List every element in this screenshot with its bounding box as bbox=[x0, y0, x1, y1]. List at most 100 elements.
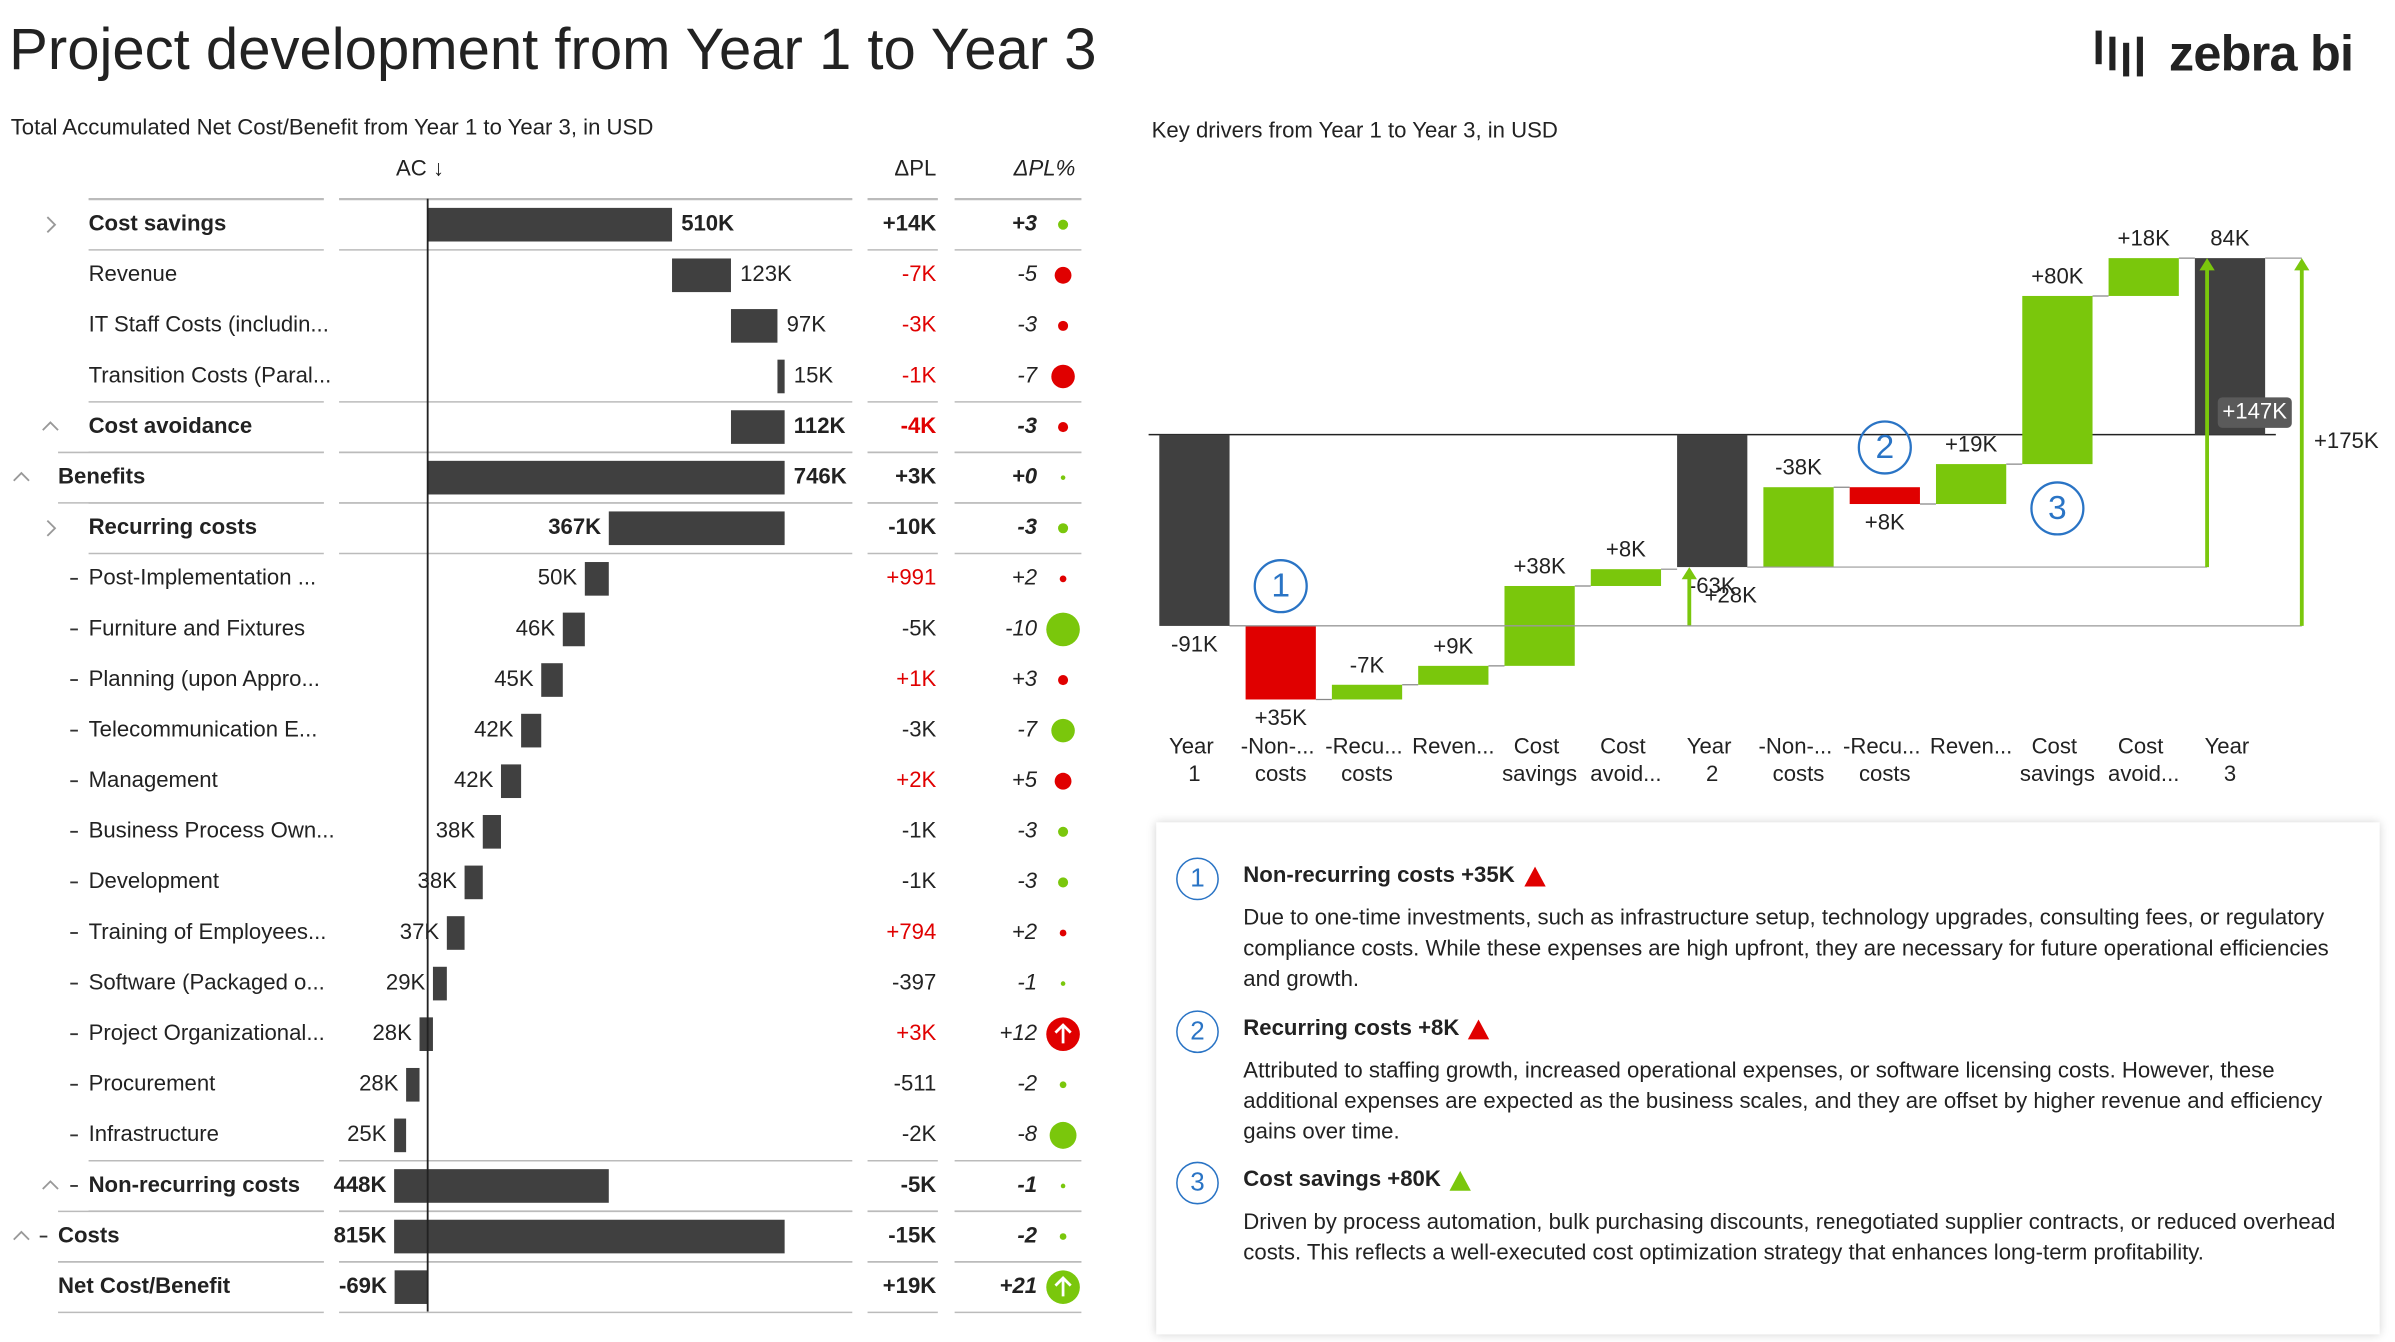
value-label: +19K bbox=[1945, 432, 1998, 457]
row-toggle[interactable] bbox=[42, 421, 59, 431]
marker-circle bbox=[1857, 420, 1912, 475]
column-header: ΔPL% bbox=[1013, 156, 1076, 181]
delta-pl-percent: -7 bbox=[1017, 716, 1037, 741]
delta-arrowhead bbox=[2294, 258, 2310, 271]
delta-pl-percent: +3 bbox=[1012, 211, 1038, 236]
delta-pl: +3K bbox=[896, 1020, 936, 1045]
delta-dot bbox=[1058, 826, 1069, 837]
table-title: Total Accumulated Net Cost/Benefit from … bbox=[10, 116, 654, 141]
ac-label: 15K bbox=[794, 362, 834, 387]
bar bbox=[2108, 258, 2179, 296]
page-title: Project development from Year 1 to Year … bbox=[9, 18, 1097, 83]
note-text: Driven by process automation, bulk purch… bbox=[1243, 1210, 2336, 1266]
delta-pl: +1K bbox=[896, 666, 936, 691]
row-toggle[interactable] bbox=[13, 471, 30, 482]
delta-pl: -4K bbox=[901, 413, 937, 438]
delta-pl: +794 bbox=[886, 919, 936, 944]
delta-pl: -511 bbox=[894, 1071, 937, 1096]
bar bbox=[446, 916, 465, 950]
ac-label: 28K bbox=[359, 1071, 399, 1096]
ac-label: 746K bbox=[794, 463, 847, 488]
x-tick-label: Reven... bbox=[1412, 733, 1494, 758]
note-triangle bbox=[1523, 865, 1546, 886]
note-title: Cost savings +80K bbox=[1243, 1168, 1472, 1192]
delta-pl-percent: -3 bbox=[1017, 413, 1037, 438]
delta-dot bbox=[1059, 1233, 1067, 1240]
delta-dot bbox=[1054, 772, 1072, 790]
note-title: Recurring costs +8K bbox=[1243, 1016, 1490, 1041]
value-label: +35K bbox=[1255, 705, 1308, 730]
delta-dot bbox=[1060, 1183, 1066, 1189]
row-label: Training of Employees... bbox=[89, 919, 327, 944]
value-label: -38K bbox=[1775, 455, 1822, 480]
delta-pl-percent: +0 bbox=[1012, 463, 1038, 488]
ac-label: 42K bbox=[454, 767, 494, 792]
bar bbox=[730, 410, 785, 444]
note-title-text: Non-recurring costs +35K bbox=[1243, 863, 1515, 889]
delta-pl-percent: +3 bbox=[1012, 666, 1038, 691]
bar bbox=[2022, 295, 2093, 465]
row-label: Business Process Own... bbox=[89, 818, 335, 843]
delta-arrowhead bbox=[2199, 258, 2215, 271]
delta-dot bbox=[1054, 266, 1072, 284]
x-tick-label: Year 1 bbox=[1169, 733, 1220, 786]
x-tick-label: Reven... bbox=[1930, 733, 2012, 758]
bar bbox=[427, 460, 785, 495]
bar bbox=[1590, 569, 1662, 586]
logo-bar bbox=[2095, 30, 2102, 65]
delta-pl: -1K bbox=[902, 362, 937, 387]
note-title-text: Recurring costs +8K bbox=[1243, 1016, 1460, 1041]
delta-pl-percent: -3 bbox=[1017, 514, 1037, 539]
note-text: Attributed to staffing growth, increased… bbox=[1243, 1059, 2323, 1145]
row-toggle[interactable] bbox=[13, 1230, 30, 1241]
delta-dot bbox=[1058, 320, 1069, 331]
delta-dot bbox=[1058, 674, 1069, 686]
x-tick-label: Year 2 bbox=[1687, 733, 1738, 786]
delta-dot bbox=[1051, 718, 1075, 743]
row-label: Infrastructure bbox=[89, 1121, 219, 1146]
delta-dot bbox=[1059, 575, 1067, 583]
value-label: -63K bbox=[1689, 573, 1736, 598]
row-toggle[interactable] bbox=[42, 1180, 59, 1190]
bar bbox=[432, 966, 447, 1001]
delta-dot bbox=[1058, 523, 1069, 534]
ac-label: 42K bbox=[474, 716, 514, 741]
bar bbox=[427, 207, 673, 242]
row-label: Transition Costs (Paral... bbox=[89, 362, 332, 387]
logo-bar bbox=[2136, 36, 2143, 77]
row-toggle[interactable] bbox=[46, 216, 57, 233]
row-label: Development bbox=[89, 868, 219, 893]
ac-label: 510K bbox=[681, 211, 734, 236]
bar bbox=[672, 258, 731, 293]
row-label: Net Cost/Benefit bbox=[58, 1273, 231, 1298]
delta-pl-percent: -3 bbox=[1017, 818, 1037, 843]
delta-pl-percent: -5 bbox=[1017, 261, 1037, 286]
marker-circle bbox=[1253, 559, 1308, 614]
delta-dot bbox=[1046, 612, 1080, 647]
note-number: 1 bbox=[1176, 857, 1219, 901]
ac-label: -69K bbox=[339, 1273, 387, 1298]
delta-pl: -5K bbox=[901, 1172, 937, 1197]
row-label: Benefits bbox=[58, 463, 145, 488]
delta-label: +175K bbox=[2314, 428, 2379, 453]
row-label: Software (Packaged o... bbox=[89, 969, 325, 994]
delta-pl: -1K bbox=[902, 818, 937, 843]
bar bbox=[482, 814, 501, 849]
bar bbox=[1677, 434, 1748, 568]
delta-pl: -1K bbox=[902, 868, 937, 893]
delta-pl: -397 bbox=[892, 969, 936, 994]
ac-label: 112K bbox=[794, 413, 846, 438]
marker-label: 1 bbox=[1271, 568, 1290, 605]
bar bbox=[1418, 665, 1489, 685]
delta-dot bbox=[1058, 422, 1069, 433]
row-label: Furniture and Fixtures bbox=[89, 615, 306, 640]
delta-dot bbox=[1060, 475, 1066, 480]
delta-pl: -15K bbox=[888, 1222, 936, 1247]
bar bbox=[394, 1219, 785, 1254]
delta-pl: +19K bbox=[883, 1273, 937, 1298]
row-toggle[interactable] bbox=[46, 519, 57, 537]
x-tick-label: -Non-... costs bbox=[1241, 733, 1321, 786]
